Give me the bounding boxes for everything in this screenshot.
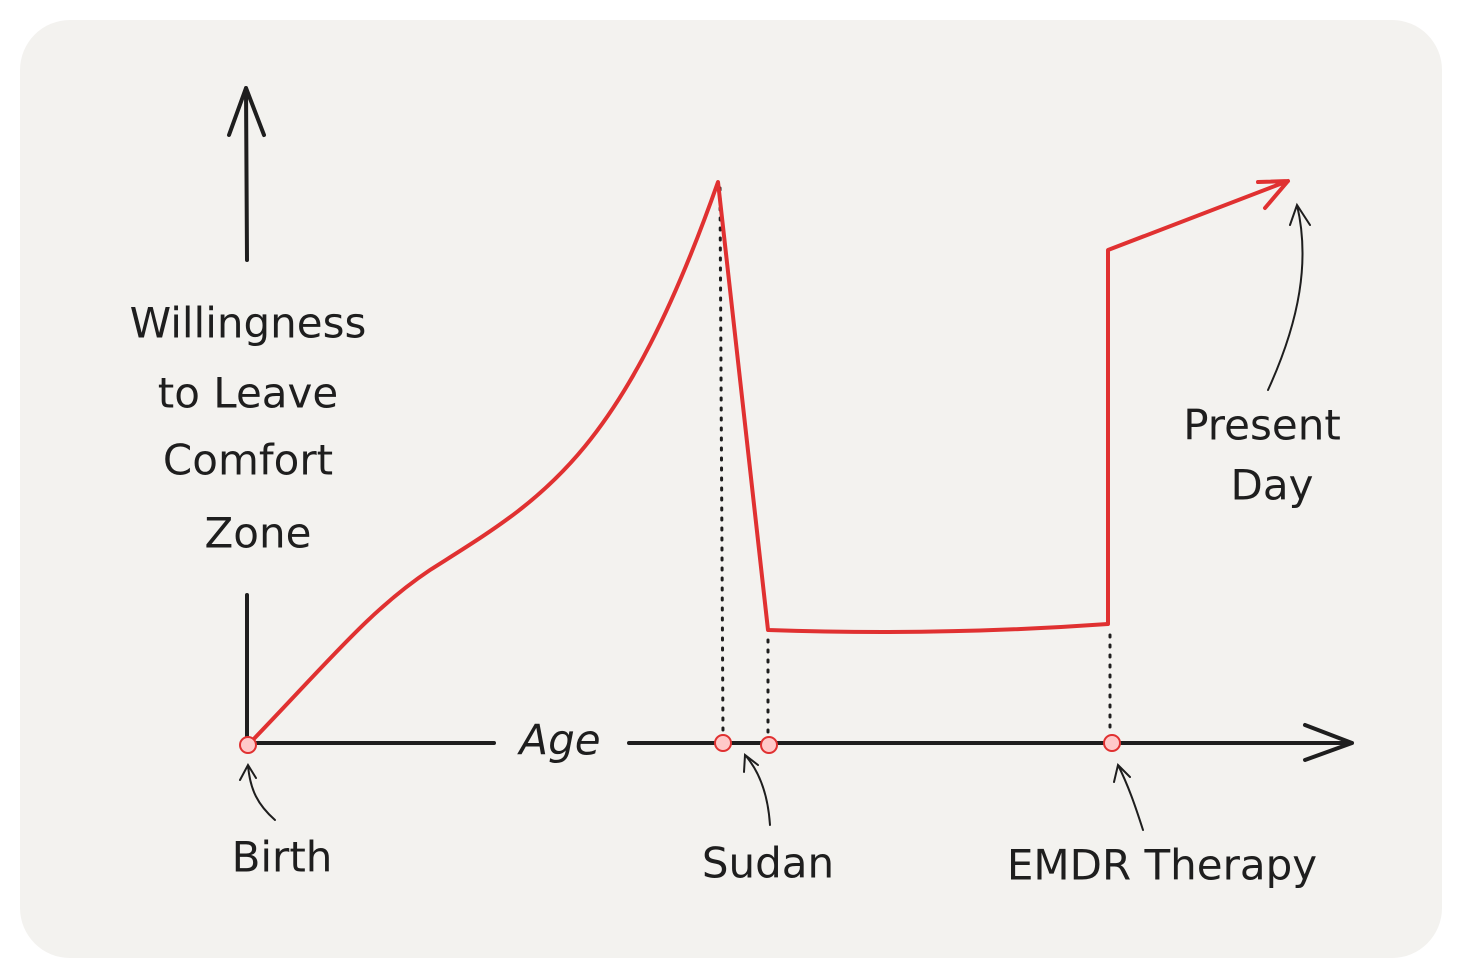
annotation: EMDR Therapy [1007, 841, 1317, 890]
x-axis [245, 723, 1354, 762]
annotation: Birth [232, 833, 333, 882]
y-axis-label: Comfort [163, 436, 333, 485]
guide-lines [718, 186, 1112, 737]
present-day-arrow [1267, 202, 1311, 391]
emdr-point [1103, 734, 1121, 752]
y-axis [227, 86, 266, 747]
sudan-start-point [714, 734, 732, 752]
annotation: Sudan [702, 839, 834, 888]
canvas [20, 20, 1442, 958]
y-axis-label: to Leave [158, 369, 338, 418]
y-axis-label: Willingness [130, 299, 367, 348]
birth-point [239, 736, 257, 754]
y-axis-label: Zone [205, 509, 312, 558]
x-axis-label: Age [516, 716, 600, 765]
annotation: Day [1231, 461, 1314, 510]
annotation: Present [1183, 401, 1341, 450]
birth-arrow [239, 762, 276, 821]
sudan-arrow [743, 753, 771, 826]
sudan-end-point [760, 736, 778, 754]
emdr-arrow [1113, 763, 1144, 831]
life-curve [246, 179, 1290, 747]
